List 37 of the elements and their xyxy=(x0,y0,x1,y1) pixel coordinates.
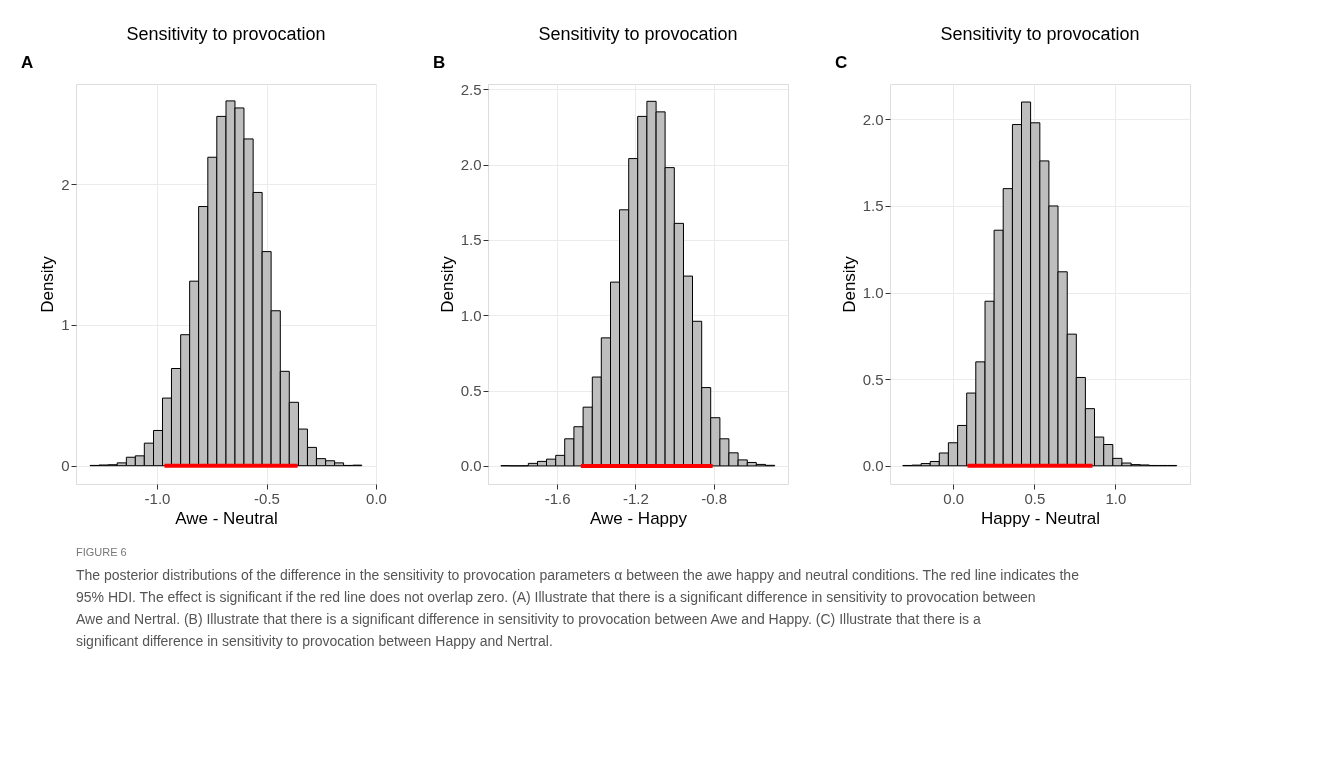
y-tick-label: 0.5 xyxy=(460,382,482,400)
x-tick-label: -1.0 xyxy=(144,489,171,507)
chart-title: Sensitivity to provocation xyxy=(940,24,1140,44)
y-tick-label: 0.5 xyxy=(862,370,884,388)
y-tick-label: 2 xyxy=(61,175,70,193)
y-axis-title: Density xyxy=(38,255,58,313)
y-tick-label: 1.0 xyxy=(862,284,884,302)
y-tick-label: 1.5 xyxy=(862,197,884,215)
y-tick-label: 0.0 xyxy=(862,457,884,475)
y-tick-label: 0 xyxy=(61,457,70,475)
x-tick-label: -0.5 xyxy=(254,489,280,507)
chart-title: Sensitivity to provocation xyxy=(538,24,738,44)
x-tick-label: -1.6 xyxy=(544,489,571,507)
x-tick-label: -0.8 xyxy=(701,489,728,507)
text: C xyxy=(835,53,848,72)
y-axis-title: Density xyxy=(839,255,859,313)
y-tick-label: 0.0 xyxy=(460,457,482,475)
x-tick-label: -1.2 xyxy=(622,489,649,507)
text: The posterior distributions of the difference in the sensitivity to provocation parameters α between the awe happy and neutral conditions. The red line indicates the 95% HDI. The effect is significant if the red line does not overlap zero. (A) Illustrate that there is a significant difference in sensitivity to provocation between Awe and Nertral. (B) Illustrate that there is a significant difference in sensitivity to provocation between Awe and Happy. (C) Illustrate that there is a significant difference in sensitivity to provocation between Happy and Nertral. xyxy=(76,567,1080,649)
chart-title: Sensitivity to provocation xyxy=(126,24,326,44)
text: A xyxy=(21,53,34,72)
x-axis-title: Awe - Happy xyxy=(589,508,688,528)
x-tick-label: 0.5 xyxy=(1024,489,1046,507)
x-tick-label: 0.0 xyxy=(943,489,965,507)
x-axis-title: Happy - Neutral xyxy=(980,508,1101,528)
y-tick-label: 2.0 xyxy=(862,110,884,128)
y-tick-label: 1 xyxy=(61,316,70,334)
text: B xyxy=(433,53,446,72)
y-tick-label: 1.0 xyxy=(460,306,482,324)
caption: FIGURE 6 xyxy=(76,546,127,558)
y-axis-title: Density xyxy=(437,255,457,313)
y-tick-label: 2.5 xyxy=(460,80,482,98)
y-tick-label: 1.5 xyxy=(460,231,482,249)
x-axis-title: Awe - Neutral xyxy=(175,508,278,528)
x-tick-label: 0.0 xyxy=(366,489,387,507)
y-tick-label: 2.0 xyxy=(460,156,482,174)
x-tick-label: 1.0 xyxy=(1105,489,1127,507)
